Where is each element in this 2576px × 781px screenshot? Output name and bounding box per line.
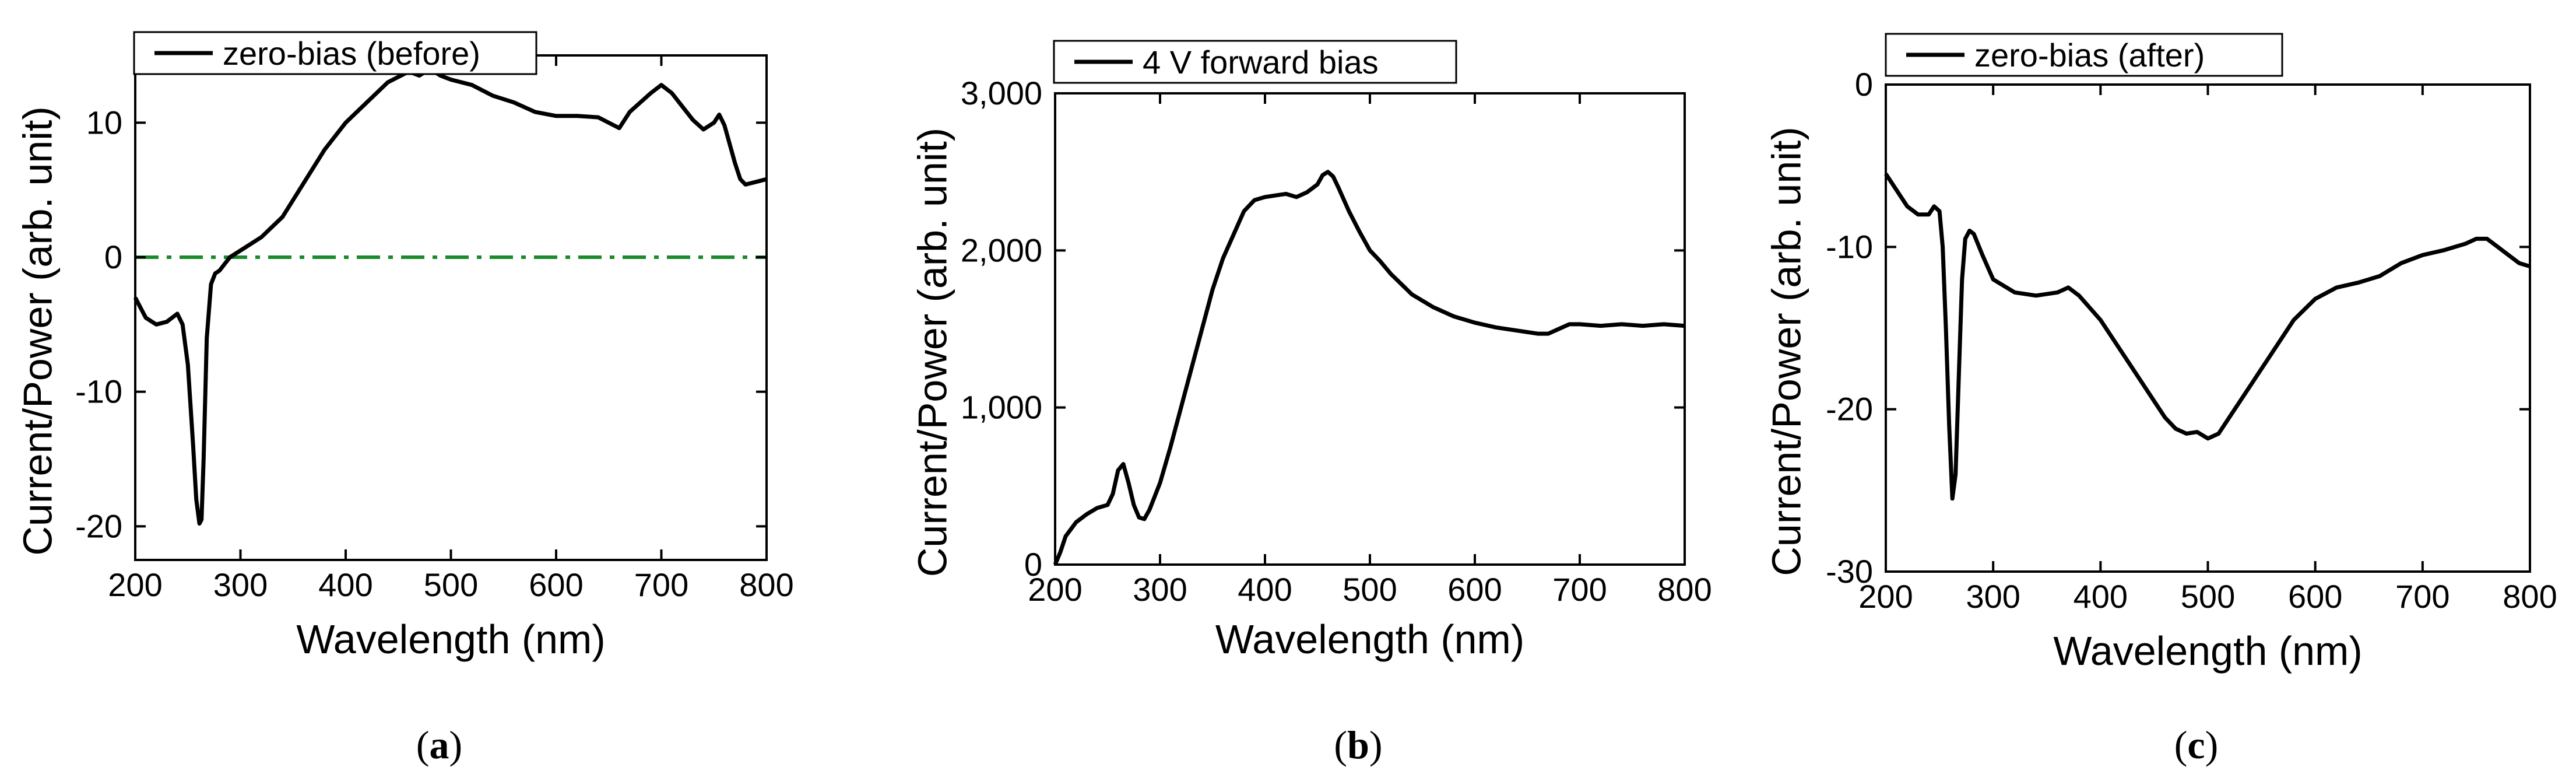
legend-label: 4 V forward bias (1143, 44, 1379, 80)
x-tick-label: 200 (108, 566, 162, 603)
x-tick-label: 300 (1966, 578, 2020, 615)
y-tick-label: -10 (75, 373, 122, 410)
y-tick-label: 1,000 (961, 389, 1042, 426)
panel-b: 200 300 400 500 600 700 800 0 1,000 2,000 3,000 4 … (909, 40, 1712, 767)
legend-label: zero-bias (after) (1974, 37, 2205, 73)
y-tick-label: -20 (75, 507, 122, 544)
y-tick-label: -10 (1826, 228, 1873, 265)
x-tick-label: 800 (1657, 571, 1712, 608)
plot-frame (1885, 83, 2531, 573)
y-axis-title: Current/Power (arb. unit) (909, 128, 955, 577)
x-axis-title: Wavelength (nm) (1215, 617, 1524, 662)
series-line-zero-bias-after (1884, 173, 2531, 501)
x-tick-label: 300 (1133, 571, 1187, 608)
legend-label: zero-bias (before) (223, 35, 480, 72)
x-tick-label: 600 (529, 566, 583, 603)
x-axis-title: Wavelength (nm) (296, 617, 605, 662)
y-tick-label: 10 (86, 104, 122, 141)
x-tick-label: 800 (739, 566, 793, 603)
x-tick-label: 700 (1552, 571, 1607, 608)
panel-caption: (a) (416, 723, 462, 767)
x-tick-label: 200 (1028, 571, 1082, 608)
y-tick-label: 0 (1024, 546, 1042, 583)
panel-caption: (c) (2174, 723, 2219, 767)
x-tick-label: 300 (213, 566, 268, 603)
x-tick-label: 500 (424, 566, 478, 603)
y-axis-title: Current/Power (arb. unit) (1763, 127, 1809, 576)
x-tick-label: 400 (2074, 578, 2128, 615)
panel-a: 200 300 400 500 600 700 800 -20 -10 0 10 zero-bias… (15, 31, 794, 767)
series-line-zero-bias-before (133, 66, 767, 526)
x-tick-label: 800 (2503, 578, 2557, 615)
x-tick-label: 400 (318, 566, 372, 603)
series-line-forward-bias (1053, 170, 1685, 566)
x-axis-title: Wavelength (nm) (2053, 628, 2362, 674)
y-axis-title: Current/Power (arb. unit) (15, 106, 60, 555)
panel-caption: (b) (1334, 723, 1382, 767)
y-tick-label: 2,000 (961, 232, 1042, 268)
x-tick-label: 700 (634, 566, 688, 603)
x-tick-label: 200 (1858, 578, 1913, 615)
y-tick-label: 3,000 (961, 75, 1042, 111)
y-tick-label: -20 (1826, 391, 1873, 428)
plot-frame (1054, 92, 1686, 566)
x-tick-label: 600 (2288, 578, 2342, 615)
x-tick-label: 500 (2181, 578, 2235, 615)
panel-c: 200 300 400 500 600 700 800 -30 -20 -10 0 zero-bia… (1763, 33, 2557, 767)
x-tick-label: 700 (2395, 578, 2450, 615)
y-tick-label: -30 (1826, 553, 1873, 590)
x-tick-label: 600 (1447, 571, 1502, 608)
y-tick-label: 0 (1855, 66, 1873, 103)
x-tick-label: 500 (1343, 571, 1397, 608)
plot-frame (134, 54, 768, 561)
x-tick-label: 400 (1238, 571, 1292, 608)
y-tick-label: 0 (104, 239, 122, 275)
